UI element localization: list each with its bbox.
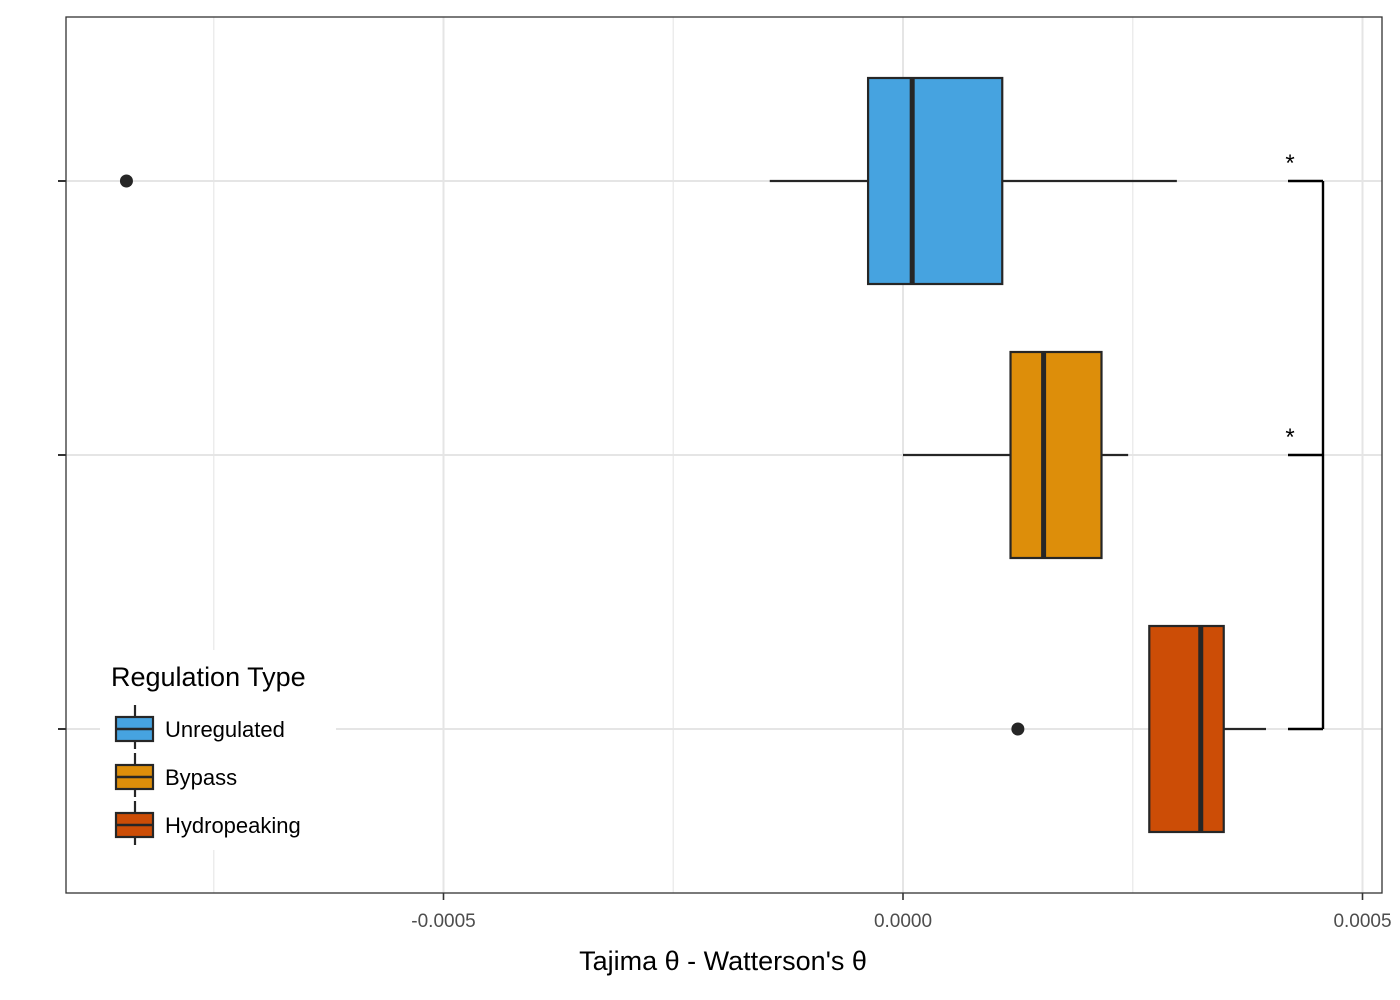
x-tick-label: 0.0000: [874, 911, 932, 932]
x-tick-label: -0.0005: [411, 911, 475, 932]
legend-label: Hydropeaking: [165, 813, 301, 838]
axes: -0.0005 0.0000 0.0005: [58, 180, 1392, 932]
significance-star: *: [1285, 424, 1294, 451]
significance-annotations: **: [1285, 150, 1325, 731]
iqr-box: [1148, 624, 1225, 834]
x-tick-label: 0.0005: [1333, 911, 1391, 932]
legend-item-hydropeaking: Hydropeaking: [114, 801, 301, 845]
legend: Regulation Type Unregulated Bypass Hydropea…: [100, 650, 336, 850]
outlier-point: [119, 174, 133, 188]
legend-title: Regulation Type: [111, 662, 306, 692]
box-unregulated: [119, 76, 1177, 286]
significance-star: *: [1285, 150, 1294, 177]
legend-item-unregulated: Unregulated: [114, 705, 285, 749]
iqr-box: [1009, 350, 1103, 560]
iqr-box: [866, 76, 1004, 286]
legend-label: Unregulated: [165, 717, 285, 742]
box-bypass: [903, 350, 1129, 560]
boxes: [119, 76, 1267, 834]
legend-item-bypass: Bypass: [114, 753, 237, 797]
x-axis-title: Tajima θ - Watterson's θ: [579, 946, 867, 976]
legend-label: Bypass: [165, 765, 237, 790]
outlier-point: [1011, 722, 1025, 736]
box-hydropeaking: [1011, 624, 1267, 834]
